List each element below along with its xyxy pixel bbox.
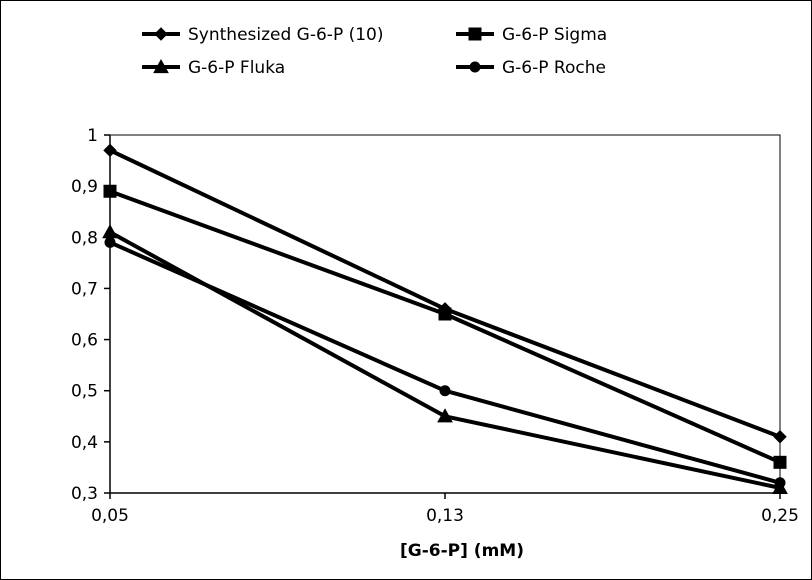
legend-marker xyxy=(468,27,482,41)
legend-marker xyxy=(153,58,169,74)
legend-item: G-6-P Fluka xyxy=(142,58,285,78)
axes: 0,3 0,4 0,5 0,6 0,7 0,8 0,9 1 0,05 0,13 0,25 xyxy=(71,126,799,526)
legend-label: G-6-P Sigma xyxy=(502,25,607,45)
legend-marker xyxy=(469,61,481,73)
legend-label: G-6-P Roche xyxy=(502,58,606,78)
x-tick-label: 0,13 xyxy=(426,506,464,526)
y-tick-label: 0,8 xyxy=(71,228,98,248)
legend-label: G-6-P Fluka xyxy=(188,58,285,78)
y-tick-label: 1 xyxy=(87,126,98,146)
y-tick-label: 0,6 xyxy=(71,331,98,351)
x-tick-label: 0,25 xyxy=(761,506,799,526)
data-point xyxy=(439,385,451,397)
data-point xyxy=(437,408,453,423)
data-point xyxy=(438,307,452,321)
legend-label: Synthesized G-6-P (10) xyxy=(188,25,384,45)
legend-item: G-6-P Sigma xyxy=(456,25,607,45)
data-point xyxy=(773,455,787,469)
y-tick-label: 0,7 xyxy=(71,279,98,299)
y-tick-label: 0,4 xyxy=(71,433,98,453)
y-tick-label: 0,3 xyxy=(71,484,98,504)
data-point xyxy=(103,143,117,158)
legend-item: Synthesized G-6-P (10) xyxy=(142,25,384,45)
x-tick-label: 0,05 xyxy=(91,506,129,526)
y-tick-label: 0,5 xyxy=(71,382,98,402)
data-point xyxy=(774,477,786,489)
data-point xyxy=(104,236,116,248)
series-layer xyxy=(102,143,788,494)
x-axis-title: [G-6-P] (mM) xyxy=(400,541,524,561)
data-point xyxy=(103,184,117,198)
legend-marker xyxy=(154,27,168,41)
data-point xyxy=(773,430,787,444)
y-tick-label: 0,9 xyxy=(71,177,98,197)
series-square xyxy=(103,184,787,469)
legend: Synthesized G-6-P (10) G-6-P Sigma G-6-P F… xyxy=(142,25,607,78)
legend-item: G-6-P Roche xyxy=(456,58,606,78)
series-circle xyxy=(104,236,786,489)
